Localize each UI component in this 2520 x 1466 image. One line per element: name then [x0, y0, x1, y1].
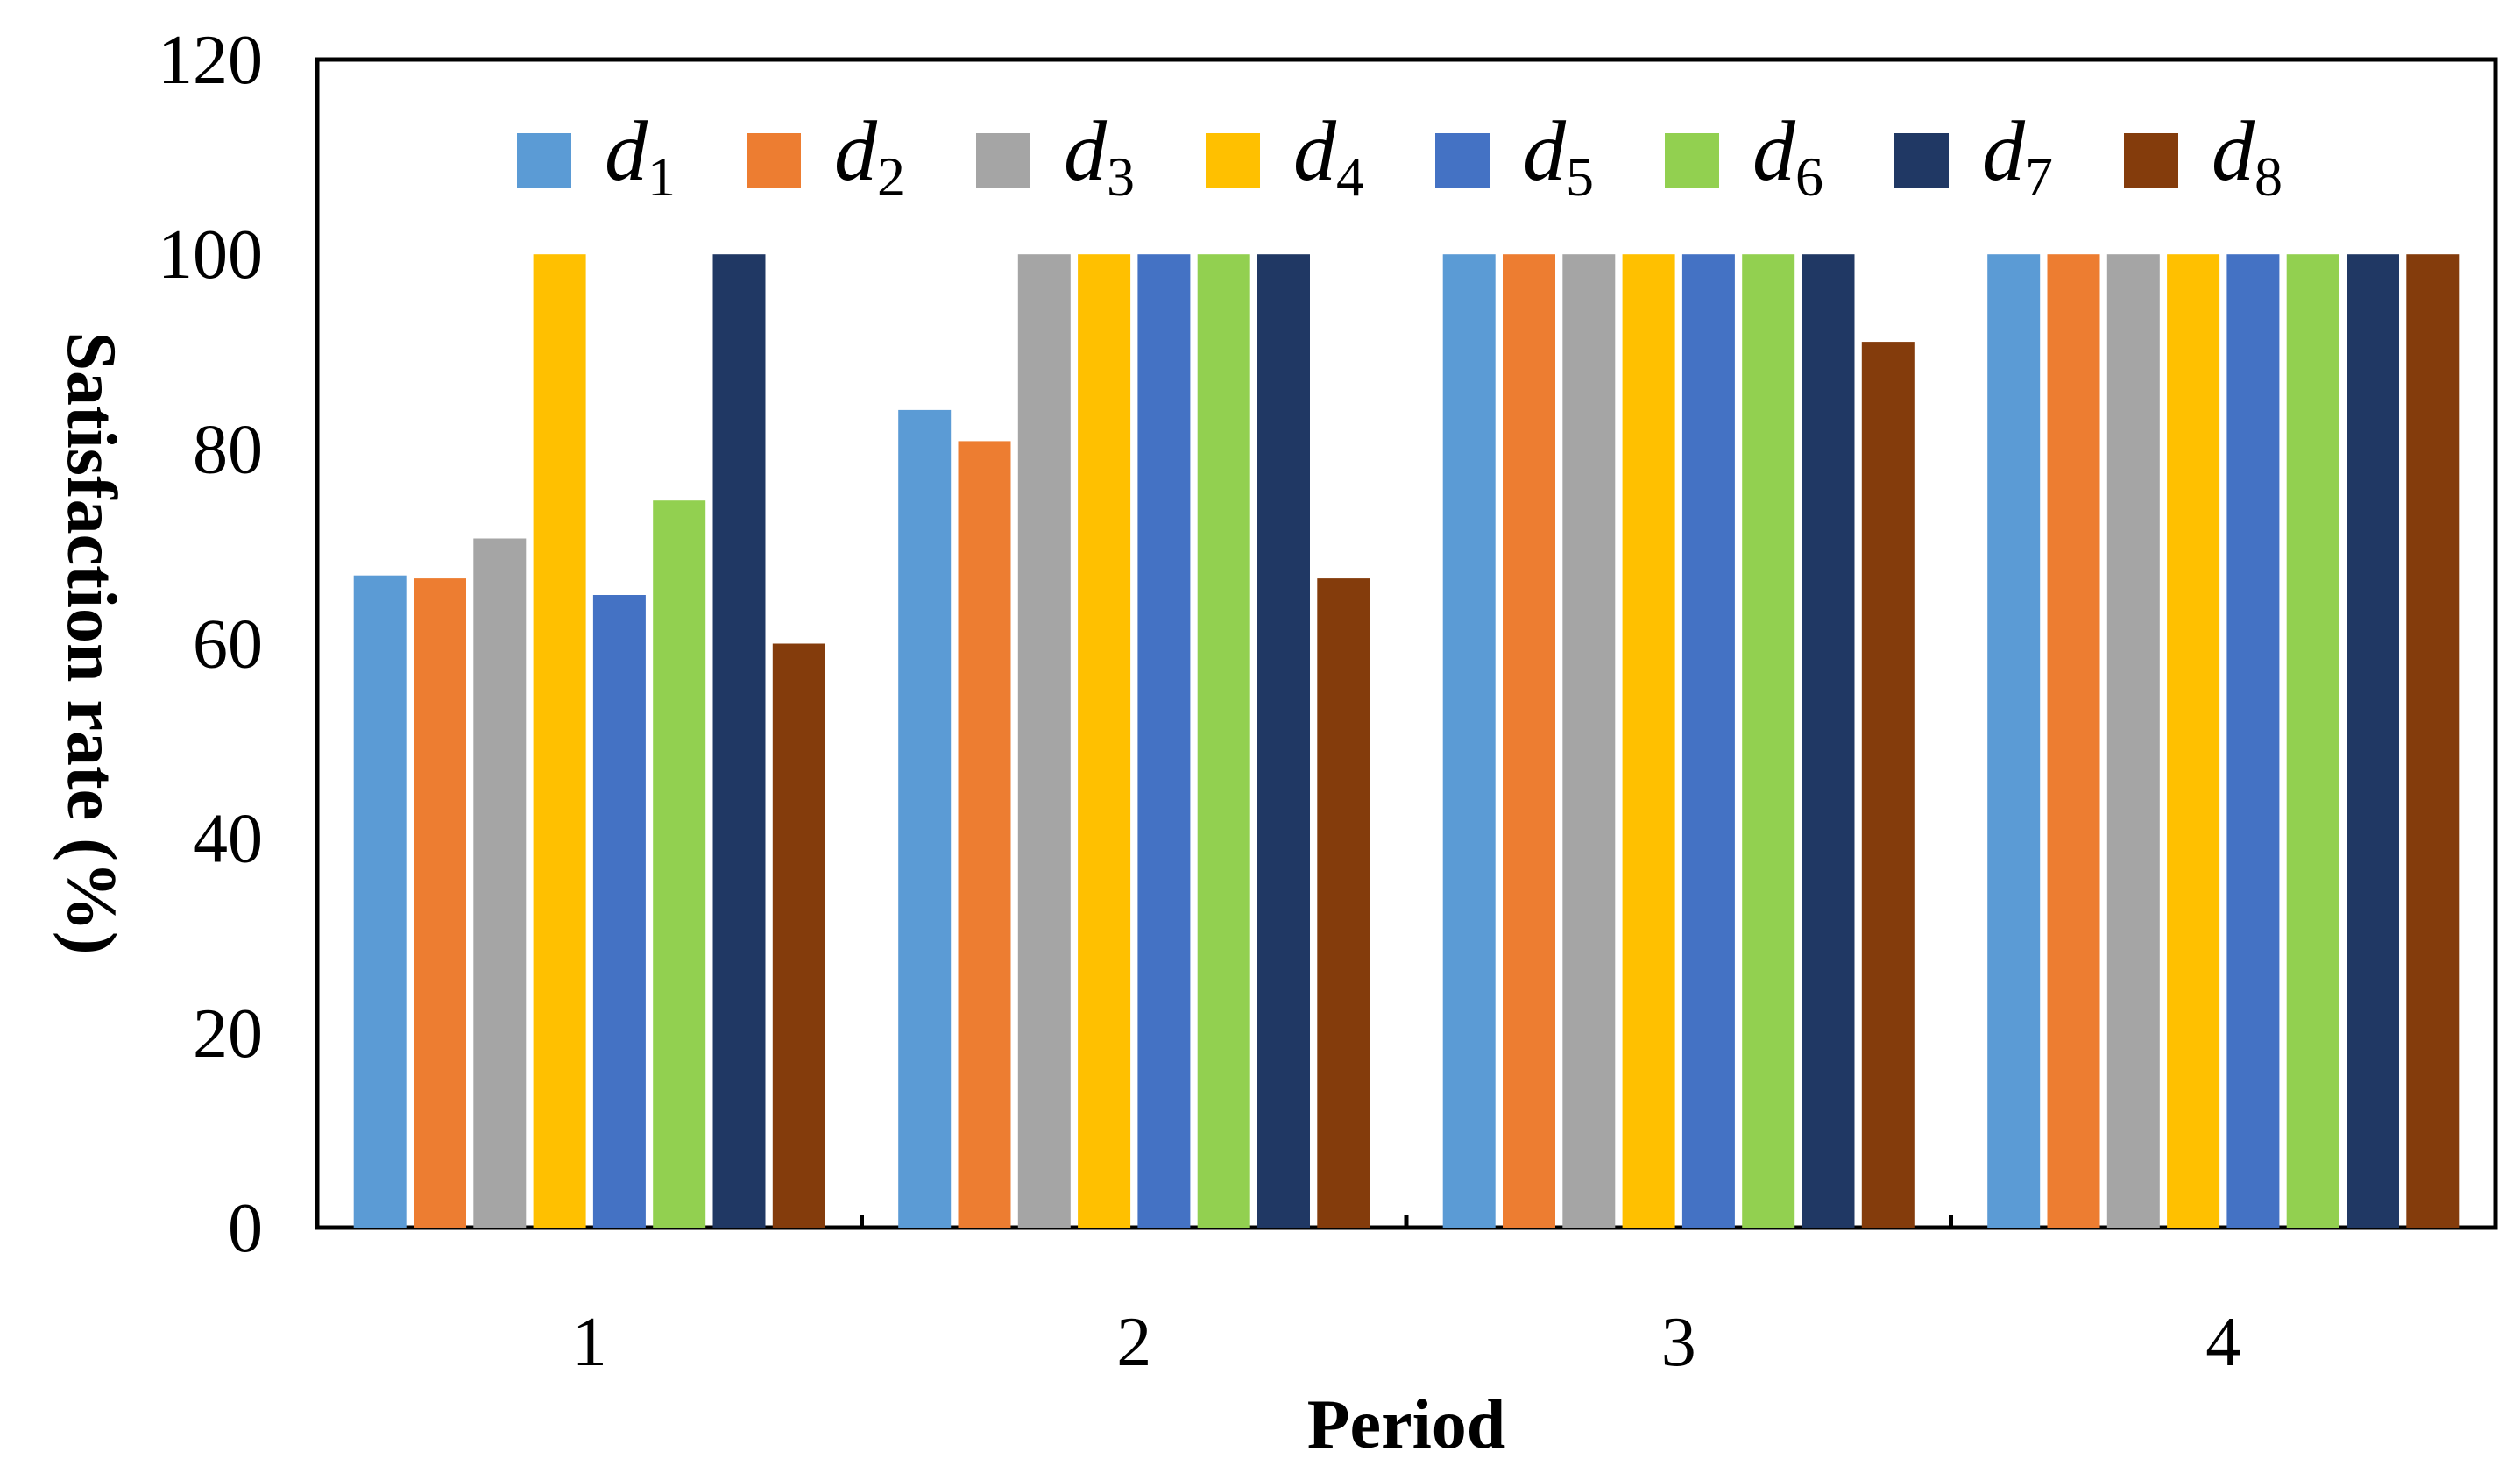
bar-d2-period-2: [958, 441, 1011, 1228]
legend-label: d4: [1293, 104, 1364, 208]
legend-label: d7: [1982, 104, 2053, 208]
bar-d2-period-1: [414, 578, 466, 1228]
bar-d1-period-2: [898, 409, 952, 1228]
legend-item-d8: d8: [2124, 104, 2283, 208]
legend-swatch: [1435, 133, 1490, 188]
bar-d4-period-2: [1078, 254, 1131, 1229]
legend-item-d7: d7: [1894, 104, 2053, 208]
bar-d5-period-2: [1137, 254, 1191, 1229]
bar-d4-period-1: [533, 254, 586, 1229]
x-axis-ticks: 1 2 3 4: [572, 1215, 2240, 1381]
bar-d7-period-3: [1802, 254, 1855, 1229]
y-tick-label: 80: [193, 411, 263, 488]
bar-d2-period-3: [1503, 254, 1555, 1229]
legend-swatch: [1894, 133, 1949, 188]
bar-d8-period-2: [1317, 578, 1370, 1228]
bar-d4-period-3: [1622, 254, 1675, 1229]
y-tick-label: 20: [193, 995, 263, 1073]
bar-d6-period-1: [653, 500, 706, 1228]
legend-label: d8: [2212, 104, 2283, 208]
y-tick-label: 100: [158, 216, 263, 294]
legend-item-d2: d2: [747, 104, 905, 208]
legend-label: d5: [1523, 104, 1594, 208]
legend-label: d6: [1752, 104, 1823, 208]
legend: d1 d2 d3 d4 d5 d6 d7 d8: [517, 104, 2283, 208]
bar-d2-period-4: [2047, 254, 2100, 1229]
legend-item-d3: d3: [976, 104, 1135, 208]
x-tick-label: 4: [2205, 1304, 2240, 1381]
legend-swatch: [747, 133, 801, 188]
bar-d8-period-3: [1861, 342, 1915, 1229]
legend-label: d3: [1064, 104, 1135, 208]
y-tick-label: 40: [193, 801, 263, 878]
y-tick-label: 120: [158, 22, 263, 99]
legend-swatch: [1665, 133, 1719, 188]
bar-d1-period-1: [353, 575, 407, 1228]
legend-item-d1: d1: [517, 104, 676, 208]
legend-swatch: [2124, 133, 2178, 188]
legend-item-d4: d4: [1206, 104, 1364, 208]
bar-d6-period-3: [1742, 254, 1795, 1229]
bar-d3-period-3: [1562, 254, 1616, 1229]
legend-label: d1: [605, 104, 676, 208]
legend-item-d5: d5: [1435, 104, 1594, 208]
x-tick-label: 3: [1661, 1304, 1696, 1381]
bar-d8-period-4: [2406, 254, 2460, 1229]
bar-d3-period-2: [1017, 254, 1071, 1229]
y-tick-label: 0: [228, 1190, 263, 1267]
bar-d5-period-3: [1681, 254, 1735, 1229]
bar-d3-period-4: [2106, 254, 2160, 1229]
legend-swatch: [976, 133, 1030, 188]
bar-d8-period-1: [772, 643, 825, 1228]
legend-label: d2: [834, 104, 905, 208]
y-axis-ticks: 0 20 40 60 80 100 120: [158, 22, 263, 1267]
legend-item-d6: d6: [1665, 104, 1823, 208]
bar-d4-period-4: [2167, 254, 2220, 1229]
bar-d7-period-2: [1257, 254, 1310, 1229]
legend-swatch: [1206, 133, 1260, 188]
bar-d1-period-4: [1987, 254, 2041, 1229]
bar-d5-period-1: [592, 595, 646, 1228]
bar-d7-period-1: [712, 254, 766, 1229]
bars: [353, 254, 2460, 1229]
y-axis-title: Satisfaction rate (%): [53, 332, 130, 955]
x-tick-label: 2: [1116, 1304, 1151, 1381]
x-tick-label: 1: [572, 1304, 607, 1381]
y-tick-label: 60: [193, 606, 263, 683]
bar-d6-period-2: [1197, 254, 1250, 1229]
bar-d1-period-3: [1442, 254, 1496, 1229]
bar-d3-period-1: [473, 538, 527, 1228]
bar-d5-period-4: [2226, 254, 2280, 1229]
bar-d6-period-4: [2286, 254, 2339, 1229]
legend-swatch: [517, 133, 571, 188]
bar-d7-period-4: [2347, 254, 2399, 1229]
x-axis-title: Period: [1307, 1386, 1506, 1463]
